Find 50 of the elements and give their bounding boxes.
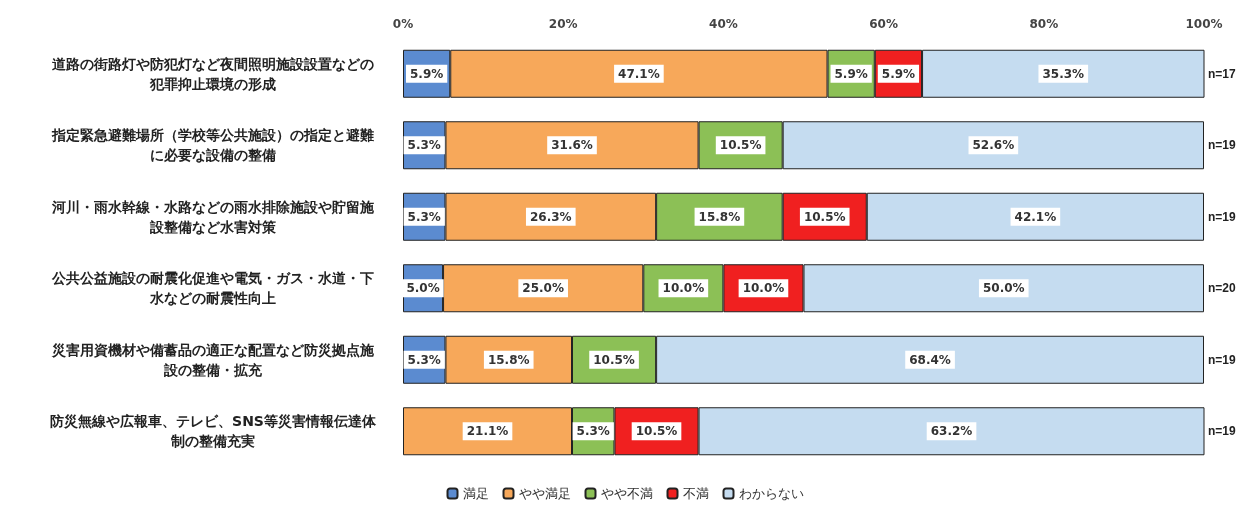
x-tick-label: 0% (392, 17, 414, 31)
text: n=19 (1208, 352, 1237, 367)
data-label: 5.9% (834, 66, 868, 81)
legend-label: わからない (738, 486, 804, 501)
data-label: 5.3% (576, 424, 610, 439)
legend-label: やや満足 (518, 486, 571, 501)
data-label: 42.1% (1014, 209, 1057, 224)
text: n=19 (1208, 424, 1237, 439)
data-label: 26.3% (529, 209, 572, 224)
data-label: 10.0% (662, 281, 705, 296)
data-label: 15.8% (487, 352, 530, 367)
y-tick-label: 公共公益施設の耐震化促進や電気・ガス・水道・下水などの耐震性向上 (51, 270, 374, 307)
data-label: 5.3% (407, 352, 441, 367)
data-label: 5.9% (409, 66, 444, 81)
y-tick-label: 防災無線や広報車、テレビ、SNS等災害情報伝達体制の整備充実 (50, 413, 377, 450)
y-tick-label: 河川・雨水幹線・水路などの雨水排除施設や貯留施設整備など水害対策 (51, 198, 375, 235)
legend-label: 不満 (682, 486, 709, 501)
data-label: 15.8% (698, 209, 741, 224)
text: n=17 (1208, 66, 1237, 81)
data-label: 5.0% (406, 281, 440, 296)
data-label: 10.5% (593, 352, 635, 367)
data-label: 5.3% (407, 138, 441, 153)
data-label: 52.6% (972, 138, 1015, 153)
data-label: 50.0% (982, 281, 1025, 296)
legend-label: やや不満 (600, 486, 653, 501)
data-label: 21.1% (466, 424, 509, 439)
data-label: 25.0% (522, 281, 564, 296)
data-label: 10.5% (719, 138, 762, 153)
data-label: 10.5% (635, 424, 678, 439)
text: n=19 (1208, 209, 1237, 224)
data-label: 10.0% (742, 281, 785, 296)
text: n=19 (1208, 138, 1237, 153)
data-label: 68.4% (909, 352, 951, 367)
text: n=20 (1208, 281, 1237, 296)
x-tick-label: 80% (1029, 17, 1059, 31)
data-label: 5.3% (407, 209, 441, 224)
x-tick-label: 20% (548, 17, 578, 31)
y-tick-label: 道路の街路灯や防犯灯など夜間照明施設設置などの犯罪抑止環境の形成 (51, 55, 374, 92)
legend-label: 満足 (462, 486, 489, 501)
data-label: 47.1% (618, 66, 660, 81)
data-label: 35.3% (1042, 66, 1085, 81)
x-tick-label: 100% (1185, 17, 1223, 31)
data-label: 31.6% (551, 138, 593, 153)
data-label: 5.9% (881, 66, 916, 81)
x-tick-label: 60% (869, 17, 898, 31)
y-tick-label: 災害用資機材や備蓄品の適正な配置など防災拠点施設の整備・拡充 (51, 341, 375, 378)
data-label: 63.2% (930, 424, 973, 439)
x-tick-label: 40% (709, 17, 738, 31)
data-label: 10.5% (803, 209, 846, 224)
y-tick-label: 指定緊急避難場所（学校等公共施設）の指定と避難に必要な設備の整備 (51, 127, 374, 164)
